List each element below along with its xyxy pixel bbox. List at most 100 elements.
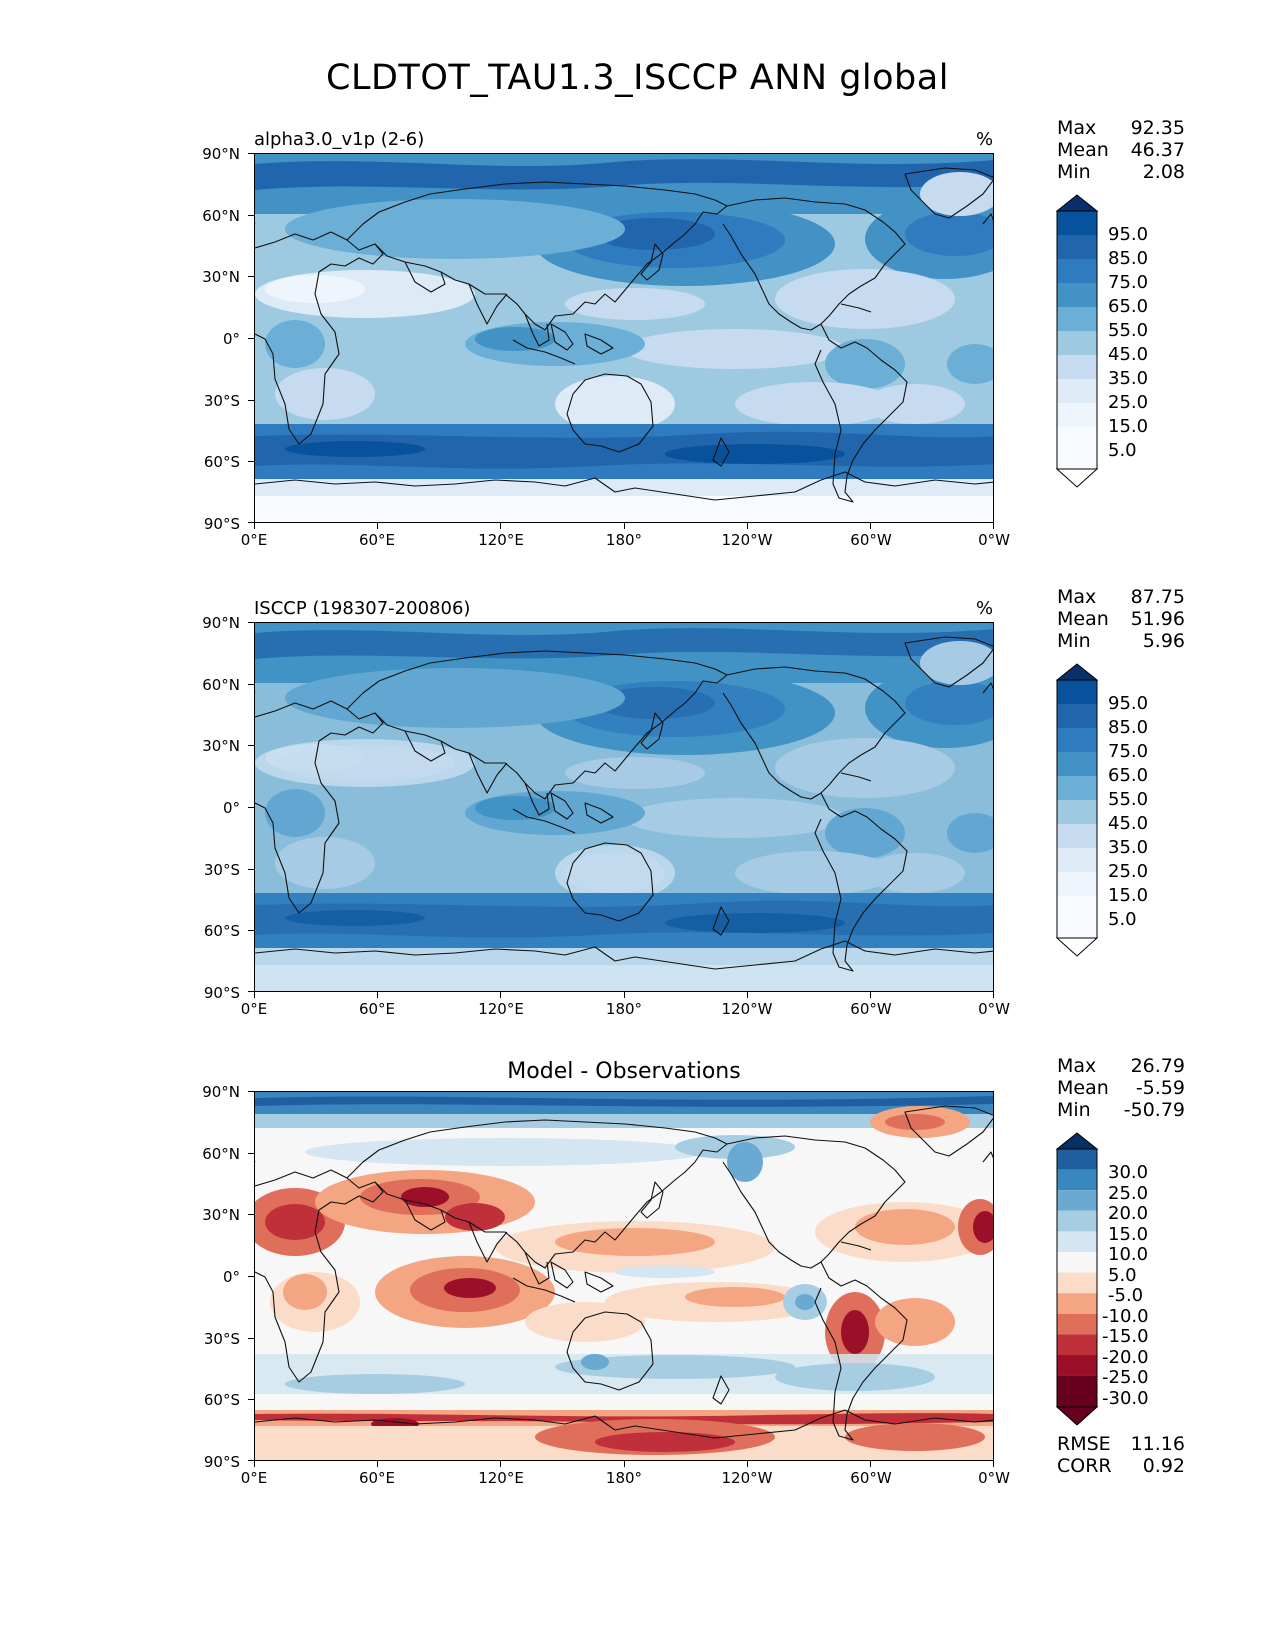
- stats-block: Max 87.75 Mean 51.96 Min 5.96: [1057, 586, 1185, 652]
- stat-corr: 0.92: [1142, 1455, 1185, 1477]
- stat-max: 92.35: [1130, 117, 1185, 139]
- stat-mean: 51.96: [1130, 608, 1185, 630]
- colorbar-label: 5.0: [1108, 1265, 1137, 1286]
- lon-label: 60°W: [850, 1469, 892, 1487]
- lon-label: 60°E: [358, 531, 396, 549]
- colorbar-label: -5.0: [1108, 1285, 1144, 1306]
- colorbar-label: 55.0: [1108, 320, 1149, 341]
- panel-model: alpha3.0_v1p (2-6) % 90°N 60°N 30°N 0° 3…: [0, 117, 1275, 623]
- colorbar-label: -15.0: [1102, 1326, 1149, 1347]
- panel-observations: ISCCP (198307-200806) % 90°N 60°N 30°N 0…: [0, 586, 1275, 1092]
- map-plot: [254, 153, 994, 523]
- stats-block: Max 26.79 Mean -5.59 Min -50.79: [1057, 1055, 1185, 1121]
- panel-title: Model - Observations: [507, 1059, 741, 1084]
- units-label: %: [976, 598, 994, 619]
- lat-label: 0°: [222, 799, 240, 817]
- lon-label: 120°E: [478, 531, 524, 549]
- colorbar-label: 85.0: [1108, 717, 1149, 738]
- colorbar-label: 35.0: [1108, 837, 1149, 858]
- lon-label: 0°E: [240, 1469, 268, 1487]
- lon-label: 0°W: [978, 1000, 1010, 1018]
- lon-label: 0°E: [240, 531, 268, 549]
- stat-max: 26.79: [1130, 1055, 1185, 1077]
- lat-label: 30°N: [202, 1206, 240, 1224]
- lat-label: 60°S: [203, 922, 240, 940]
- colorbar-label: -25.0: [1102, 1367, 1149, 1388]
- colorbar-label: 15.0: [1108, 885, 1149, 906]
- panel-difference: Model - Observations 90°N 60°N 30°N 0° 3…: [0, 1055, 1275, 1561]
- colorbar-label: 15.0: [1108, 1224, 1149, 1245]
- lon-label: 180°: [605, 531, 643, 549]
- lon-label: 120°W: [721, 1469, 773, 1487]
- stats-block: Max 92.35 Mean 46.37 Min 2.08: [1057, 117, 1185, 183]
- lon-label: 180°: [605, 1000, 643, 1018]
- lat-label: 90°S: [203, 984, 240, 1002]
- lon-label: 180°: [605, 1469, 643, 1487]
- lat-label: 60°N: [202, 1145, 240, 1163]
- lat-label: 90°N: [202, 614, 240, 632]
- colorbar-label: 30.0: [1108, 1162, 1149, 1183]
- lat-label: 90°S: [203, 515, 240, 533]
- lon-label: 120°E: [478, 1000, 524, 1018]
- colorbar-label: 75.0: [1108, 741, 1149, 762]
- lat-label: 90°S: [203, 1453, 240, 1471]
- lat-label: 60°N: [202, 207, 240, 225]
- lat-label: 60°S: [203, 453, 240, 471]
- colorbar-label: 55.0: [1108, 789, 1149, 810]
- lon-label: 60°E: [358, 1000, 396, 1018]
- colorbar-label: 10.0: [1108, 1244, 1149, 1265]
- colorbar: [1056, 1132, 1099, 1426]
- colorbar-label: 25.0: [1108, 392, 1149, 413]
- lon-label: 60°W: [850, 531, 892, 549]
- colorbar-label: 95.0: [1108, 693, 1149, 714]
- lat-label: 30°S: [203, 392, 240, 410]
- lat-label: 0°: [222, 1268, 240, 1286]
- colorbar-label: 15.0: [1108, 416, 1149, 437]
- lat-label: 30°N: [202, 268, 240, 286]
- lon-label: 120°W: [721, 531, 773, 549]
- colorbar-label: 95.0: [1108, 224, 1149, 245]
- colorbar-label: 25.0: [1108, 1183, 1149, 1204]
- panel-title: ISCCP (198307-200806): [254, 598, 471, 619]
- map-plot: [254, 1091, 994, 1461]
- lon-label: 120°W: [721, 1000, 773, 1018]
- lon-label: 0°W: [978, 1469, 1010, 1487]
- colorbar-label: 5.0: [1108, 440, 1137, 461]
- colorbar-label: 65.0: [1108, 296, 1149, 317]
- stat-min: 2.08: [1142, 161, 1185, 183]
- map-plot: [254, 622, 994, 992]
- stat-mean: -5.59: [1135, 1077, 1185, 1099]
- colorbar: [1056, 194, 1099, 488]
- stat-max: 87.75: [1130, 586, 1185, 608]
- lon-label: 0°E: [240, 1000, 268, 1018]
- lat-label: 30°S: [203, 1330, 240, 1348]
- colorbar-label: 45.0: [1108, 813, 1149, 834]
- stat-min: 5.96: [1142, 630, 1185, 652]
- colorbar-label: 5.0: [1108, 909, 1137, 930]
- error-stats: RMSE 11.16 CORR 0.92: [1057, 1433, 1185, 1477]
- lat-label: 60°N: [202, 676, 240, 694]
- lat-label: 90°N: [202, 145, 240, 163]
- cloud-field: [255, 154, 993, 522]
- colorbar-label: 25.0: [1108, 861, 1149, 882]
- colorbar-label: 35.0: [1108, 368, 1149, 389]
- lon-label: 120°E: [478, 1469, 524, 1487]
- lat-label: 30°N: [202, 737, 240, 755]
- colorbar-label: -10.0: [1102, 1306, 1149, 1327]
- colorbar-label: 45.0: [1108, 344, 1149, 365]
- stat-mean: 46.37: [1130, 139, 1185, 161]
- colorbar-label: 75.0: [1108, 272, 1149, 293]
- colorbar: [1056, 663, 1099, 957]
- lon-label: 60°E: [358, 1469, 396, 1487]
- difference-field: [255, 1092, 993, 1460]
- lon-label: 60°W: [850, 1000, 892, 1018]
- lat-label: 90°N: [202, 1083, 240, 1101]
- colorbar-label: 85.0: [1108, 248, 1149, 269]
- lat-label: 30°S: [203, 861, 240, 879]
- stat-rmse: 11.16: [1130, 1433, 1185, 1455]
- lat-label: 60°S: [203, 1391, 240, 1409]
- colorbar-label: -30.0: [1102, 1388, 1149, 1409]
- colorbar-label: -20.0: [1102, 1347, 1149, 1368]
- stat-min: -50.79: [1123, 1099, 1185, 1121]
- lat-label: 0°: [222, 330, 240, 348]
